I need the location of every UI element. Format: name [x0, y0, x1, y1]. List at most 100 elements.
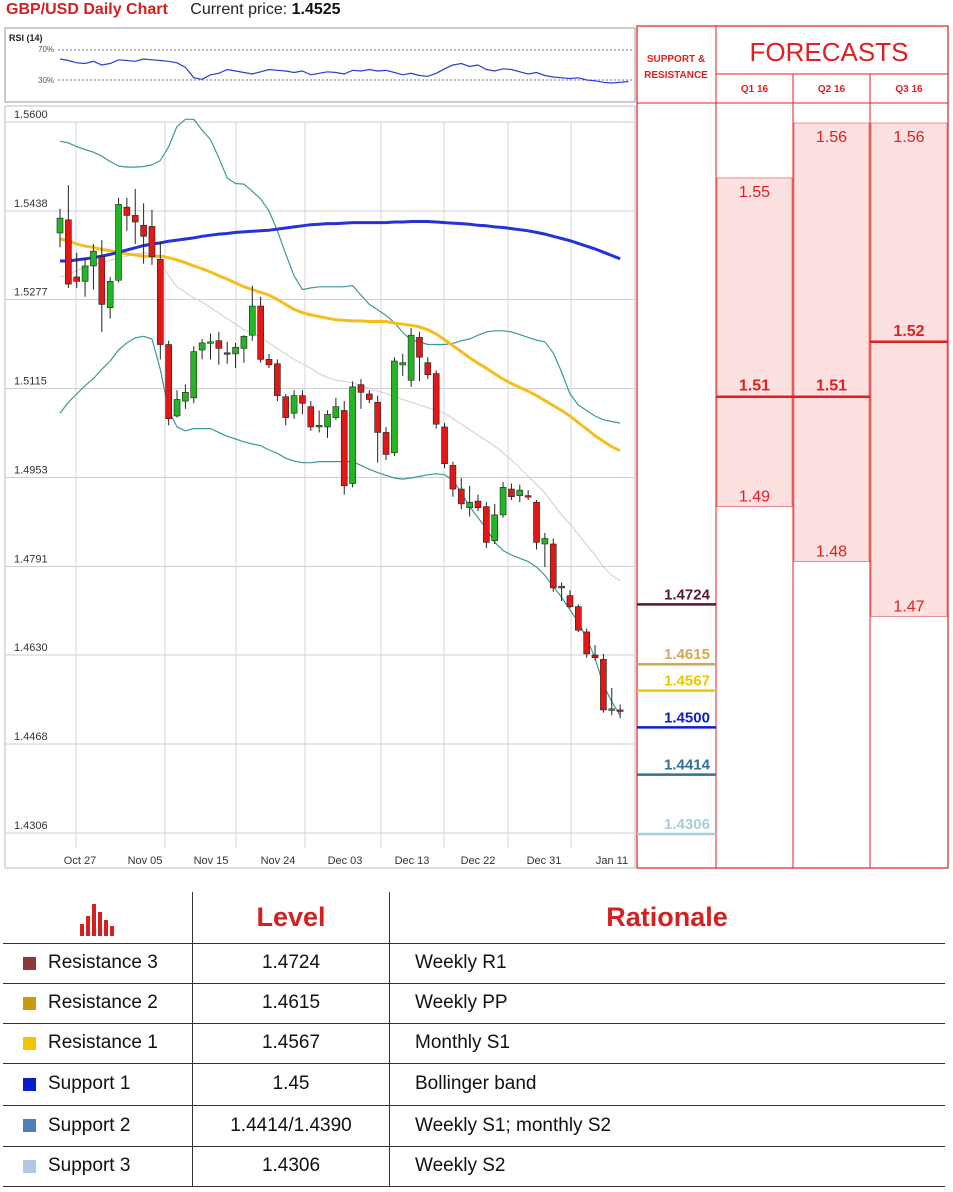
candle-body	[600, 659, 607, 711]
candle-body	[357, 384, 365, 393]
table-row: Resistance 3 1.4724 Weekly R1	[3, 943, 945, 984]
candle-body	[399, 362, 407, 366]
candle-body	[416, 337, 423, 358]
forecast-low-label: 1.47	[893, 599, 924, 616]
y-tick-label: 1.5115	[14, 375, 47, 387]
candle-body	[98, 256, 106, 305]
sr-level-label: 1.4306	[664, 816, 710, 833]
rationale-cell: Weekly S2	[415, 1155, 506, 1176]
candle-body	[123, 206, 131, 216]
rationale-cell: Weekly R1	[415, 952, 507, 973]
table-row: Support 1 1.45 Bollinger band	[3, 1063, 945, 1106]
level-value-cell: 1.4306	[193, 1146, 390, 1186]
level-name-cell: Support 2	[3, 1105, 193, 1146]
candle-body	[332, 406, 340, 418]
candle-body	[307, 406, 315, 428]
current-price-label: Current price:	[190, 1, 288, 18]
candle-body	[290, 395, 298, 414]
forecasts-title: FORECASTS	[750, 37, 909, 67]
level-color-swatch	[23, 1159, 36, 1173]
candle-body	[457, 488, 465, 505]
rationale-cell: Weekly S1; monthly S2	[415, 1114, 612, 1136]
x-tick-label: Oct 27	[64, 855, 96, 867]
candle-body	[274, 363, 281, 396]
candle-body	[106, 281, 114, 309]
candle-body	[566, 595, 574, 607]
candle-body	[207, 341, 214, 344]
candle-body	[248, 305, 256, 336]
candle-body	[541, 538, 549, 545]
candle-body	[182, 392, 189, 402]
candle-body	[382, 432, 390, 455]
chart-canvas: RSI (14) 70% 30% 1.5600 1.5438 1.5277 1.5115 1.…	[4, 25, 949, 869]
candle-body	[474, 500, 482, 509]
level-name: Resistance 3	[48, 952, 158, 973]
y-tick-label: 1.5277	[14, 286, 48, 298]
candle-body	[374, 401, 381, 433]
bollinger-lower-line	[59, 335, 621, 716]
candle-body	[299, 395, 306, 404]
quarter-label: Q1 16	[741, 84, 769, 95]
candle-body	[424, 362, 432, 376]
table-logo-cell	[3, 892, 193, 943]
candle-body	[616, 709, 624, 712]
sr-level-label: 1.4567	[664, 673, 710, 690]
x-tick-label: Dec 13	[395, 855, 430, 867]
forecast-mid-label: 1.51	[739, 378, 770, 395]
rationale-cell: Monthly S1	[415, 1032, 511, 1053]
level-value-cell: 1.45	[193, 1063, 390, 1105]
forecast-high-label: 1.56	[816, 129, 847, 146]
chart-header: GBP/USD Daily Chart Current price: 1.452…	[6, 1, 341, 23]
level-name-cell: Support 3	[3, 1146, 193, 1186]
forecast-high-label: 1.55	[739, 184, 770, 201]
forecast-range-box	[870, 122, 948, 617]
forecast-range-box	[716, 177, 793, 507]
candle-body	[432, 373, 440, 425]
x-tick-label: Dec 22	[461, 855, 496, 867]
table-row: Support 3 1.4306 Weekly S2	[3, 1146, 945, 1187]
x-tick-label: Dec 31	[527, 855, 562, 867]
chart-title: GBP/USD Daily Chart	[6, 1, 168, 18]
candle-body	[315, 425, 323, 428]
x-tick-label: Nov 15	[194, 855, 229, 867]
level-value-cell: 1.4724	[193, 943, 390, 983]
level-name: Support 3	[48, 1155, 131, 1176]
level-name: Support 1	[48, 1073, 131, 1094]
level-name: Resistance 1	[48, 1032, 158, 1053]
candle-body	[340, 410, 348, 487]
rsi-30-label: 30%	[38, 76, 54, 85]
candle-body	[265, 359, 273, 366]
candle-body	[533, 501, 540, 543]
table-row: Resistance 2 1.4615 Weekly PP	[3, 983, 945, 1024]
rsi-70-label: 70%	[38, 45, 54, 54]
candle-body	[165, 344, 172, 420]
forecast-mid-label: 1.52	[893, 323, 924, 340]
level-name-cell: Resistance 1	[3, 1023, 193, 1063]
sr-level-label: 1.4724	[664, 586, 711, 603]
x-tick-label: Nov 05	[128, 855, 163, 867]
candle-body	[232, 346, 239, 355]
rsi-label: RSI (14)	[9, 33, 43, 43]
y-tick-label: 1.5600	[14, 109, 48, 121]
support-resistance-header: RESISTANCE	[644, 70, 708, 81]
table-row: Resistance 1 1.4567 Monthly S1	[3, 1023, 945, 1064]
forecast-mid-label: 1.51	[816, 378, 847, 395]
candle-body	[508, 488, 515, 498]
level-name-cell: Resistance 2	[3, 983, 193, 1023]
forecast-low-label: 1.48	[816, 544, 847, 561]
level-value-cell: 1.4567	[193, 1023, 390, 1063]
x-tick-label: Dec 03	[328, 855, 363, 867]
candle-body	[198, 342, 206, 351]
candle-body	[499, 487, 507, 516]
candle-body	[407, 334, 415, 381]
candle-body	[608, 708, 616, 711]
level-color-swatch	[23, 1077, 36, 1091]
candle-body	[441, 426, 448, 465]
table-header-row: Level Rationale	[3, 892, 945, 944]
y-tick-label: 1.4791	[14, 554, 48, 566]
quarter-label: Q3 16	[895, 84, 923, 95]
candle-body	[215, 340, 223, 349]
candle-body	[115, 204, 122, 281]
level-name-cell: Support 1	[3, 1063, 193, 1105]
candle-body	[65, 219, 72, 285]
